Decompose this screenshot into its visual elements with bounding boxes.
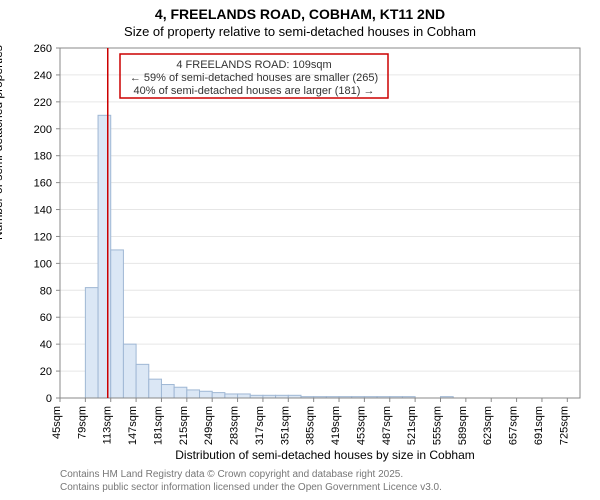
footer-line-1: Contains HM Land Registry data © Crown c… (60, 469, 442, 482)
svg-text:215sqm: 215sqm (178, 406, 190, 445)
svg-text:623sqm: 623sqm (482, 406, 494, 445)
y-axis-label: Number of semi-detached properties (0, 45, 11, 240)
svg-text:140: 140 (34, 205, 52, 217)
svg-text:120: 120 (34, 231, 52, 243)
svg-text:385sqm: 385sqm (305, 406, 317, 445)
svg-text:555sqm: 555sqm (431, 406, 443, 445)
svg-text:351sqm: 351sqm (279, 406, 291, 445)
svg-text:240: 240 (34, 70, 52, 82)
svg-text:487sqm: 487sqm (381, 406, 393, 445)
svg-text:725sqm: 725sqm (558, 406, 570, 445)
svg-text:657sqm: 657sqm (508, 406, 520, 445)
svg-text:40: 40 (40, 339, 52, 351)
svg-text:160: 160 (34, 178, 52, 190)
svg-text:181sqm: 181sqm (152, 406, 164, 445)
svg-text:260: 260 (34, 43, 52, 55)
histogram-plot: 02040608010012014016018020022024026045sq… (60, 48, 580, 398)
svg-text:← 59% of semi-detached houses: ← 59% of semi-detached houses are smalle… (130, 72, 378, 84)
svg-text:249sqm: 249sqm (203, 406, 215, 445)
svg-text:80: 80 (40, 285, 52, 297)
svg-text:147sqm: 147sqm (127, 406, 139, 445)
svg-text:220: 220 (34, 97, 52, 109)
svg-text:40% of semi-detached houses ar: 40% of semi-detached houses are larger (… (134, 85, 375, 97)
svg-text:20: 20 (40, 366, 52, 378)
svg-text:0: 0 (46, 393, 52, 405)
page-title-1: 4, FREELANDS ROAD, COBHAM, KT11 2ND (0, 6, 600, 22)
page-title-2: Size of property relative to semi-detach… (0, 24, 600, 39)
svg-text:419sqm: 419sqm (330, 406, 342, 445)
svg-text:200: 200 (34, 124, 52, 136)
footer-line-2: Contains public sector information licen… (60, 482, 442, 495)
svg-text:283sqm: 283sqm (229, 406, 241, 445)
svg-text:79sqm: 79sqm (76, 406, 88, 439)
svg-text:45sqm: 45sqm (51, 406, 63, 439)
svg-text:100: 100 (34, 258, 52, 270)
svg-text:589sqm: 589sqm (457, 406, 469, 445)
svg-text:180: 180 (34, 151, 52, 163)
svg-text:521sqm: 521sqm (406, 406, 418, 445)
x-axis-label: Distribution of semi-detached houses by … (60, 448, 590, 462)
attribution-footer: Contains HM Land Registry data © Crown c… (60, 469, 442, 494)
svg-text:691sqm: 691sqm (533, 406, 545, 445)
chart-svg: 02040608010012014016018020022024026045sq… (60, 48, 580, 398)
svg-text:113sqm: 113sqm (102, 406, 114, 444)
svg-text:453sqm: 453sqm (355, 406, 367, 445)
svg-text:4 FREELANDS ROAD: 109sqm: 4 FREELANDS ROAD: 109sqm (176, 59, 331, 71)
svg-text:60: 60 (40, 312, 52, 324)
svg-text:317sqm: 317sqm (254, 406, 266, 445)
